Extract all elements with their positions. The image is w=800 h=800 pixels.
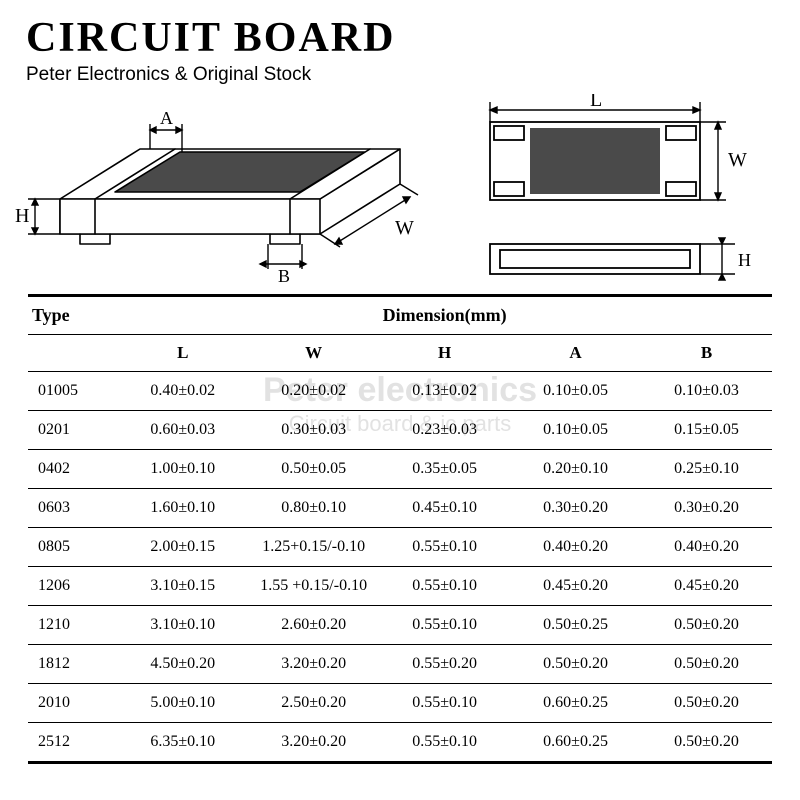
table-cell: 2.00±0.15 [117,528,248,567]
table-cell: 4.50±0.20 [117,645,248,684]
table-header-dimension: Dimension(mm) [117,296,772,335]
iso-chip-icon [60,149,400,244]
dimension-diagrams: A B W H [0,94,800,294]
table-cell: 0.50±0.20 [510,645,641,684]
table-cell: 0.55±0.10 [379,723,510,763]
table-cell: 3.10±0.15 [117,567,248,606]
page-title: CIRCUIT BOARD [0,0,800,64]
table-cell: 0.23±0.03 [379,411,510,450]
table-cell: 5.00±0.10 [117,684,248,723]
dim-label-B: B [278,266,290,286]
table-cell: 6.35±0.10 [117,723,248,763]
table-cell: 1206 [28,567,117,606]
table-body: 010050.40±0.020.20±0.020.13±0.020.10±0.0… [28,372,772,763]
table-cell: 1.25+0.15/-0.10 [248,528,379,567]
table-cell: 0.55±0.10 [379,528,510,567]
table-cell: 1210 [28,606,117,645]
table-cell: 0603 [28,489,117,528]
table-cell: 0.50±0.20 [641,606,772,645]
table-cell: 0.45±0.20 [641,567,772,606]
table-cell: 0.20±0.10 [510,450,641,489]
top-view-icon: L W [490,94,747,200]
table-cell: 0.20±0.02 [248,372,379,411]
table-cell: 3.10±0.10 [117,606,248,645]
table-cell: 01005 [28,372,117,411]
table-header-type: Type [28,296,117,335]
table-row: 02010.60±0.030.30±0.030.23±0.030.10±0.05… [28,411,772,450]
table-cell: 0.40±0.20 [641,528,772,567]
table-cell: 0.60±0.25 [510,723,641,763]
table-cell: 1.60±0.10 [117,489,248,528]
table-col-W: W [248,335,379,372]
table-col-L: L [117,335,248,372]
table-row: 08052.00±0.151.25+0.15/-0.100.55±0.100.4… [28,528,772,567]
table-cell: 2.50±0.20 [248,684,379,723]
table-row: 18124.50±0.203.20±0.200.55±0.200.50±0.20… [28,645,772,684]
table-cell: 2.60±0.20 [248,606,379,645]
dimension-table: Type Dimension(mm) L W H A B 010050.40±0… [28,294,772,764]
table-row: 06031.60±0.100.80±0.100.45±0.100.30±0.20… [28,489,772,528]
table-cell: 0.60±0.25 [510,684,641,723]
table-cell: 0.10±0.03 [641,372,772,411]
table-cell: 0.55±0.10 [379,567,510,606]
table-cell: 1.00±0.10 [117,450,248,489]
side-view-icon: H [490,238,751,280]
table-cell: 0.50±0.25 [510,606,641,645]
table-cell: 0201 [28,411,117,450]
dim-label-A: A [160,108,173,128]
table-cell: 0.30±0.20 [641,489,772,528]
table-cell: 0.10±0.05 [510,411,641,450]
table-cell: 1812 [28,645,117,684]
table-cell: 0.40±0.02 [117,372,248,411]
table-cell: 0.50±0.05 [248,450,379,489]
table-cell: 0.25±0.10 [641,450,772,489]
table-cell: 2010 [28,684,117,723]
dim-label-L: L [590,94,602,111]
table-cell: 0.15±0.05 [641,411,772,450]
table-cell: 0.30±0.20 [510,489,641,528]
table-cell: 0.30±0.03 [248,411,379,450]
table-row: 12103.10±0.102.60±0.200.55±0.100.50±0.25… [28,606,772,645]
table-cell: 2512 [28,723,117,763]
dim-label-W: W [395,217,414,239]
table-cell: 0.60±0.03 [117,411,248,450]
table-cell: 3.20±0.20 [248,645,379,684]
table-cell: 0.55±0.10 [379,606,510,645]
table-cell: 0.50±0.20 [641,684,772,723]
table-cell: 1.55 +0.15/-0.10 [248,567,379,606]
table-row: 04021.00±0.100.50±0.050.35±0.050.20±0.10… [28,450,772,489]
table-cell: 0.13±0.02 [379,372,510,411]
table-row: 25126.35±0.103.20±0.200.55±0.100.60±0.25… [28,723,772,763]
table-cell: 0.50±0.20 [641,723,772,763]
table-cell: 0.35±0.05 [379,450,510,489]
table-col-B: B [641,335,772,372]
table-cell: 0.50±0.20 [641,645,772,684]
dim-label-W-top: W [728,149,747,171]
dim-label-H: H [15,205,29,227]
table-header-blank [28,335,117,372]
table-cell: 0402 [28,450,117,489]
table-cell: 0.40±0.20 [510,528,641,567]
table-cell: 3.20±0.20 [248,723,379,763]
table-row: 010050.40±0.020.20±0.020.13±0.020.10±0.0… [28,372,772,411]
table-cell: 0.45±0.20 [510,567,641,606]
table-cell: 0805 [28,528,117,567]
table-col-H: H [379,335,510,372]
table-cell: 0.55±0.20 [379,645,510,684]
dim-label-H-side: H [738,250,751,270]
table-col-A: A [510,335,641,372]
table-row: 20105.00±0.102.50±0.200.55±0.100.60±0.25… [28,684,772,723]
table-row: 12063.10±0.151.55 +0.15/-0.100.55±0.100.… [28,567,772,606]
page-subtitle: Peter Electronics & Original Stock [0,64,800,94]
table-cell: 0.45±0.10 [379,489,510,528]
table-cell: 0.55±0.10 [379,684,510,723]
table-cell: 0.80±0.10 [248,489,379,528]
table-cell: 0.10±0.05 [510,372,641,411]
